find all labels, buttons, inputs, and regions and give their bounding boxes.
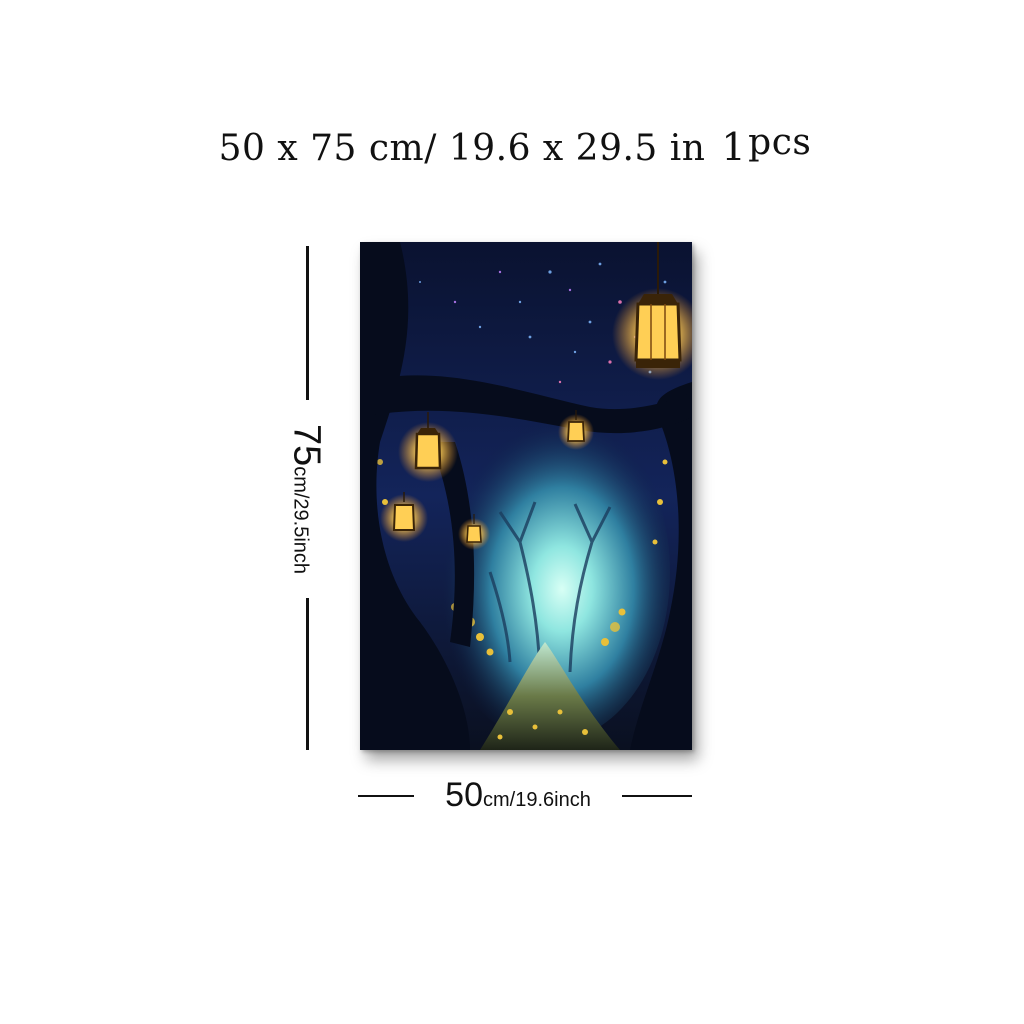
lantern-left-lower xyxy=(380,492,428,542)
width-line-right xyxy=(622,795,692,797)
height-line-bottom xyxy=(306,598,309,750)
width-label-number: 50 xyxy=(445,776,483,814)
lantern-left-upper xyxy=(398,412,458,482)
height-label-number: 75 xyxy=(285,423,328,467)
forest-painting xyxy=(360,242,692,750)
width-label: 50cm/19.6inch xyxy=(416,778,620,812)
forest-path xyxy=(480,642,620,750)
height-line-top xyxy=(306,246,309,400)
headline-quantity-number: 1 xyxy=(721,125,747,169)
lantern-center xyxy=(558,410,594,450)
lantern-small xyxy=(458,514,490,550)
width-line-left xyxy=(358,795,414,797)
product-size-headline: 50 x 75 cm/19.6 x 29.5 in 1pcs xyxy=(0,125,1024,169)
width-label-unit: cm/19.6inch xyxy=(482,789,591,811)
height-label-unit: cm/29.5inch xyxy=(289,466,312,575)
distant-trees xyxy=(488,501,612,673)
tree-arch xyxy=(360,242,692,750)
canvas-artwork xyxy=(360,242,692,750)
headline-quantity-unit: pcs xyxy=(748,122,812,163)
headline-dimensions-inch: 19.6 x 29.5 in xyxy=(448,128,706,169)
lantern-large xyxy=(612,242,692,380)
headline-dimensions-cm: 50 x 75 cm/ xyxy=(218,128,437,169)
